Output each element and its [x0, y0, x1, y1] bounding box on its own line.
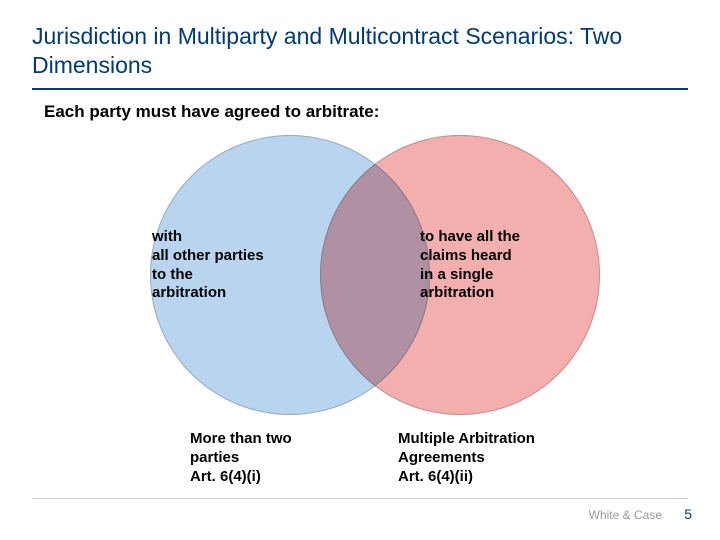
- venn-left-caption: More than two parties Art. 6(4)(i): [190, 430, 292, 486]
- venn-right-caption: Multiple Arbitration Agreements Art. 6(4…: [398, 430, 535, 486]
- venn-left-label: with all other parties to the arbitratio…: [152, 228, 264, 303]
- subtitle: Each party must have agreed to arbitrate…: [44, 102, 379, 122]
- title-rule: [32, 88, 688, 90]
- page-number: 5: [684, 506, 692, 522]
- venn-right-label: to have all the claims heard in a single…: [420, 228, 520, 303]
- page-title: Jurisdiction in Multiparty and Multicont…: [32, 22, 672, 80]
- footer-rule: [32, 498, 688, 499]
- footer-brand: White & Case: [589, 508, 662, 522]
- slide: Jurisdiction in Multiparty and Multicont…: [0, 0, 720, 540]
- venn-diagram: with all other parties to the arbitratio…: [90, 130, 630, 420]
